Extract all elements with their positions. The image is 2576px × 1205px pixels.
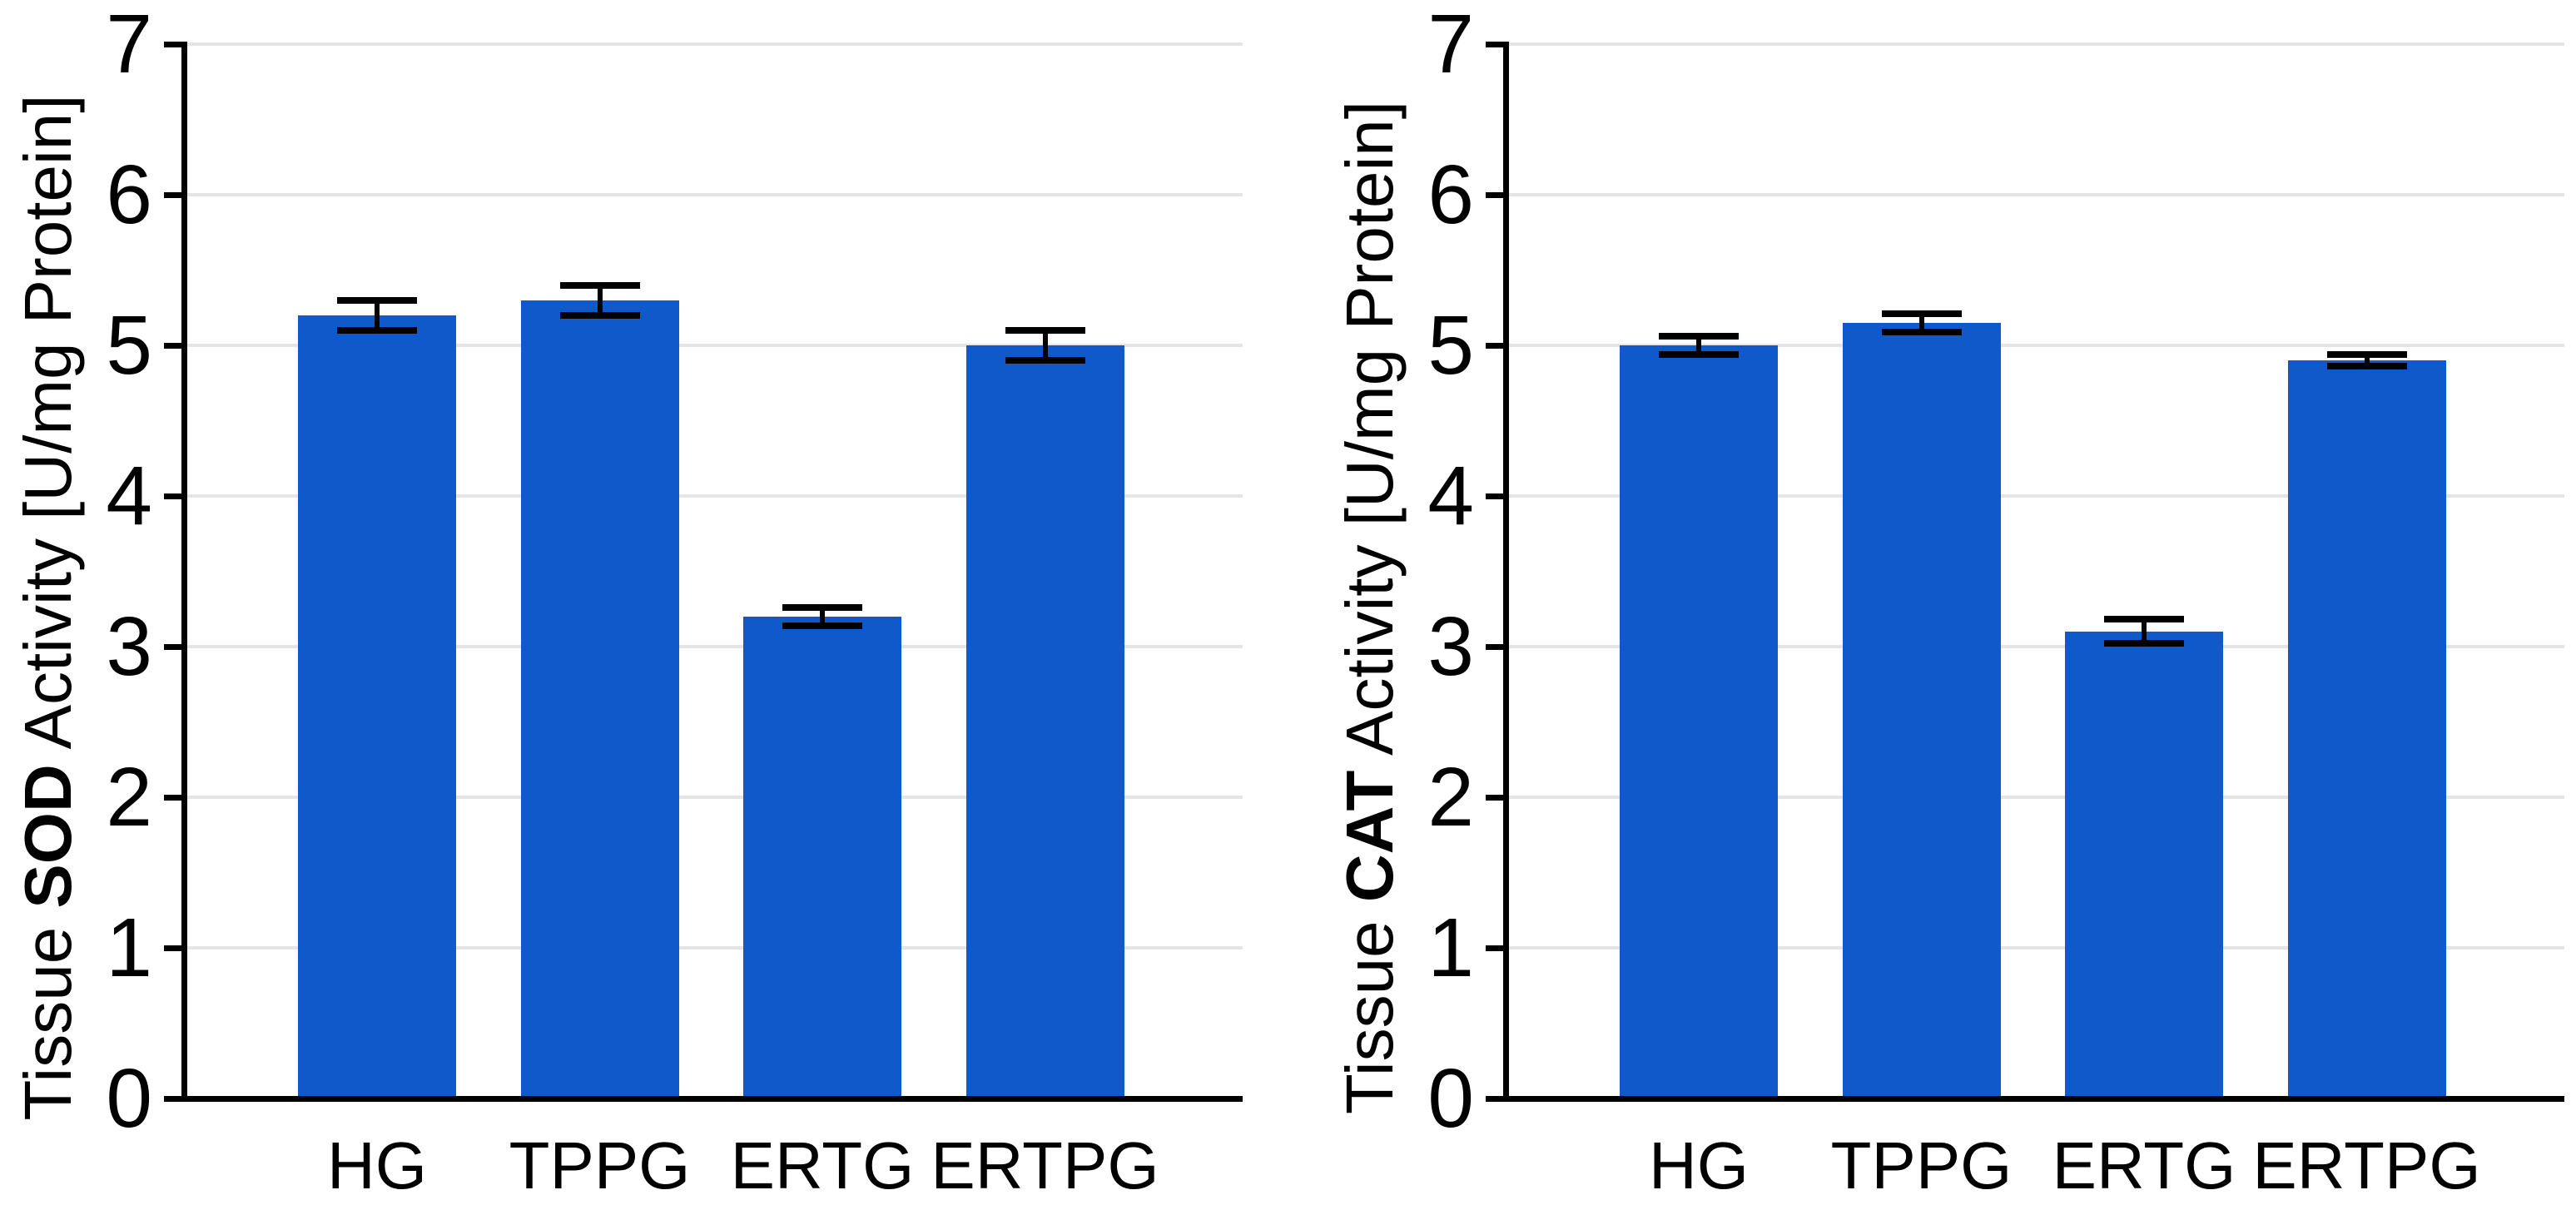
error-bar-cap-top-hg xyxy=(337,296,417,304)
y-tick-label-1: 1 xyxy=(106,901,152,994)
x-category-label-tppg: TPPG xyxy=(509,1128,691,1203)
bar-tppg xyxy=(520,300,679,1098)
y-tick-4 xyxy=(164,493,187,499)
y-tick-0 xyxy=(1486,1095,1509,1102)
y-tick-0 xyxy=(164,1095,187,1102)
bar-hg xyxy=(298,315,456,1098)
y-tick-6 xyxy=(164,191,187,198)
x-axis-line xyxy=(164,1095,1243,1102)
y-tick-label-3: 3 xyxy=(106,600,152,693)
x-axis-line xyxy=(1486,1095,2564,1102)
y-tick-1 xyxy=(1486,945,1509,951)
error-bar-stem-ertg xyxy=(820,607,825,626)
gridline-y4 xyxy=(187,494,1243,498)
y-tick-1 xyxy=(164,945,187,951)
x-category-label-ertg: ERTG xyxy=(730,1128,915,1203)
error-bar-cap-top-ertg xyxy=(782,603,862,611)
y-tick-label-5: 5 xyxy=(106,299,152,392)
y-axis-line xyxy=(1503,41,1509,1102)
gridline-y7 xyxy=(187,42,1243,46)
error-bar-stem-tppg xyxy=(597,285,603,315)
x-category-label-ertpg: ERTPG xyxy=(931,1128,1159,1203)
error-bar-cap-bottom-ertg xyxy=(2104,640,2184,647)
bar-ertg xyxy=(2065,631,2223,1098)
y-tick-6 xyxy=(1486,191,1509,198)
y-tick-label-0: 0 xyxy=(106,1052,152,1145)
y-tick-label-4: 4 xyxy=(106,449,152,543)
gridline-y1 xyxy=(1509,946,2564,950)
error-bar-cap-top-ertpg xyxy=(1005,326,1085,334)
error-bar-cap-bottom-hg xyxy=(337,326,417,334)
bar-ertpg xyxy=(2287,360,2446,1098)
y-tick-label-2: 2 xyxy=(106,751,152,844)
y-tick-label-6: 6 xyxy=(106,148,152,241)
bar-hg xyxy=(1620,345,1778,1098)
x-category-label-tppg: TPPG xyxy=(1830,1128,2013,1203)
error-bar-stem-tppg xyxy=(1918,313,1924,332)
error-bar-cap-bottom-tppg xyxy=(1881,328,1962,335)
y-tick-2 xyxy=(1486,794,1509,801)
error-bar-stem-hg xyxy=(375,300,380,330)
y-tick-label-0: 0 xyxy=(1427,1052,1474,1145)
y-tick-7 xyxy=(1486,41,1509,47)
error-bar-stem-hg xyxy=(1696,336,1701,355)
error-bar-stem-ertg xyxy=(2142,619,2147,644)
y-tick-label-1: 1 xyxy=(1427,901,1474,994)
x-category-label-hg: HG xyxy=(1649,1128,1749,1203)
gridline-y3 xyxy=(187,645,1243,648)
gridline-y6 xyxy=(1509,193,2564,196)
error-bar-cap-top-ertg xyxy=(2104,616,2184,623)
gridline-y2 xyxy=(187,796,1243,799)
error-bar-cap-bottom-hg xyxy=(1659,350,1739,358)
y-tick-3 xyxy=(164,643,187,650)
gridline-y1 xyxy=(187,946,1243,950)
gridline-y5 xyxy=(187,344,1243,347)
bar-ertg xyxy=(743,616,901,1098)
error-bar-cap-top-hg xyxy=(1659,333,1739,340)
x-category-label-hg: HG xyxy=(327,1128,427,1203)
y-tick-5 xyxy=(164,342,187,349)
error-bar-cap-bottom-ertpg xyxy=(2326,363,2407,370)
y-tick-2 xyxy=(164,794,187,801)
error-bar-cap-bottom-tppg xyxy=(559,311,640,319)
x-category-label-ertg: ERTG xyxy=(2052,1128,2236,1203)
error-bar-cap-bottom-ertpg xyxy=(1005,357,1085,364)
gridline-y6 xyxy=(187,193,1243,196)
y-tick-label-5: 5 xyxy=(1427,299,1474,392)
gridline-y2 xyxy=(1509,796,2564,799)
y-tick-label-6: 6 xyxy=(1427,148,1474,241)
y-axis-line xyxy=(181,41,187,1102)
bar-tppg xyxy=(1842,322,2001,1098)
y-tick-5 xyxy=(1486,342,1509,349)
gridline-y4 xyxy=(1509,494,2564,498)
y-tick-3 xyxy=(1486,643,1509,650)
y-tick-7 xyxy=(164,41,187,47)
error-bar-cap-bottom-ertg xyxy=(782,622,862,629)
y-tick-label-3: 3 xyxy=(1427,600,1474,693)
error-bar-cap-top-tppg xyxy=(559,281,640,289)
error-bar-cap-top-ertpg xyxy=(2326,350,2407,358)
gridline-y3 xyxy=(1509,645,2564,648)
y-tick-label-7: 7 xyxy=(1427,0,1474,91)
x-category-label-ertpg: ERTPG xyxy=(2252,1128,2481,1203)
error-bar-stem-ertpg xyxy=(2364,354,2370,367)
y-tick-label-4: 4 xyxy=(1427,449,1474,543)
y-tick-4 xyxy=(1486,493,1509,499)
error-bar-stem-ertpg xyxy=(1042,330,1048,361)
error-bar-cap-top-tppg xyxy=(1881,310,1962,317)
y-tick-label-7: 7 xyxy=(106,0,152,91)
gridline-y5 xyxy=(1509,344,2564,347)
gridline-y7 xyxy=(1509,42,2564,46)
y-tick-label-2: 2 xyxy=(1427,751,1474,844)
bar-ertpg xyxy=(965,345,1124,1098)
